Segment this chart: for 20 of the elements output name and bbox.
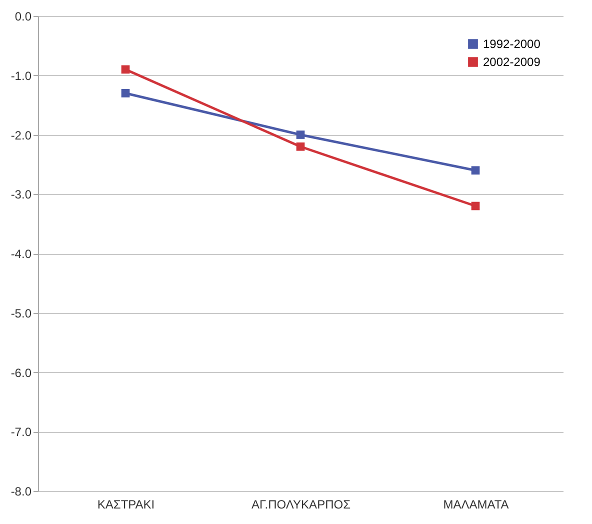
legend-label: 2002-2009: [483, 55, 541, 69]
point: [121, 89, 130, 98]
y-tick-label: -8.0: [10, 484, 32, 498]
y-tick-label: 0.0: [14, 10, 32, 24]
x-tick-label: ΑΓ.ΠΟΛΥΚΑΡΠΟΣ: [252, 498, 350, 512]
y-tick-label: -6.0: [10, 366, 32, 380]
y-tick-label: -2.0: [10, 128, 32, 142]
point: [471, 202, 480, 210]
point: [296, 142, 305, 151]
x-tick-label: ΚΑΣΤΡΑΚΙ: [97, 498, 155, 512]
y-tick-label: -5.0: [10, 306, 32, 320]
point: [121, 65, 130, 74]
y-tick-label: -7.0: [10, 425, 32, 440]
legend-label: 1992-2000: [483, 37, 541, 51]
x-tick-label: ΜΑΛΑΜΑΤΑ: [443, 498, 509, 512]
y-tick-label: -4.0: [10, 247, 32, 261]
y-tick-label: -3.0: [10, 188, 32, 202]
point: [471, 166, 480, 175]
point: [296, 130, 305, 139]
y-tick-label: -1.0: [10, 68, 32, 83]
